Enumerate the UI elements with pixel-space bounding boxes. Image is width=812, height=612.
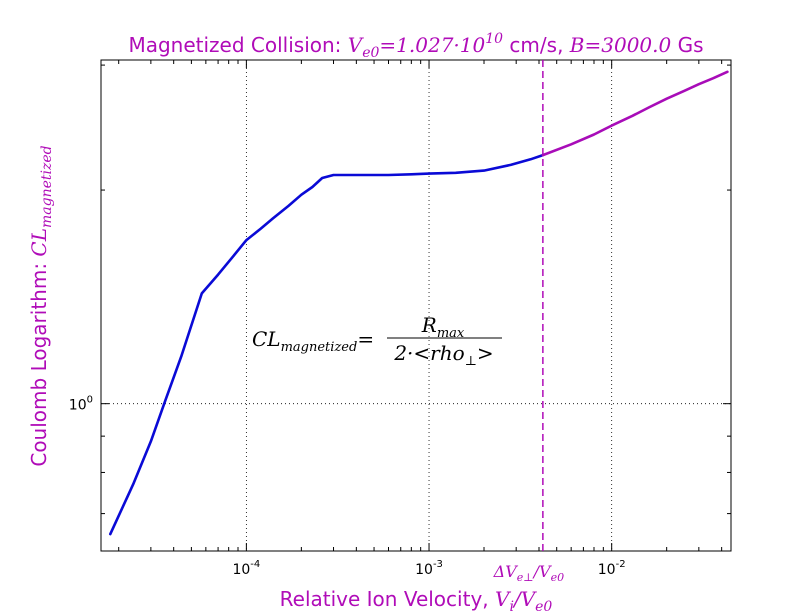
- grid-layer: [101, 60, 731, 551]
- series-line-2: [541, 70, 729, 157]
- ticks-layer: 10-4 10-3 10-2 100: [69, 60, 731, 578]
- title-b-unit: Gs: [671, 33, 703, 57]
- vline-label: ΔVe⊥/Ve0: [493, 562, 564, 584]
- x-tick-label: 10-2: [598, 559, 626, 578]
- x-axis-label: Relative Ion Velocity, Vi/Ve0: [280, 587, 553, 612]
- plot-frame: [100, 59, 732, 552]
- formula-annotation: CLmagnetized= Rmax 2·<rho⊥>: [252, 313, 502, 369]
- x-tick-label: 10-3: [415, 559, 443, 578]
- title-v-exp: 10: [485, 31, 503, 47]
- title-v-sub: e0: [362, 45, 379, 61]
- series-line-1: [109, 153, 545, 536]
- title-v-value: =1.027·10: [379, 33, 485, 57]
- title-v-symbol: V: [348, 33, 365, 57]
- title-prefix: Magnetized Collision:: [128, 33, 347, 57]
- formula-lhs: CLmagnetized=: [252, 327, 374, 355]
- formula-numerator: Rmax: [421, 313, 465, 341]
- y-axis-label: Coulomb Logarithm: CLmagnetized: [27, 145, 55, 466]
- formula-denominator: 2·<rho⊥>: [393, 341, 493, 369]
- series-layer: [109, 70, 729, 536]
- title-b-value: =3000.0: [585, 33, 672, 57]
- title-v-unit: cm/s,: [503, 33, 570, 57]
- title-b-symbol: B: [569, 33, 585, 57]
- x-tick-label: 10-4: [232, 559, 260, 578]
- chart-title: Magnetized Collision: Ve0=1.027·1010 cm/…: [128, 31, 703, 61]
- y-tick-label: 100: [69, 395, 93, 414]
